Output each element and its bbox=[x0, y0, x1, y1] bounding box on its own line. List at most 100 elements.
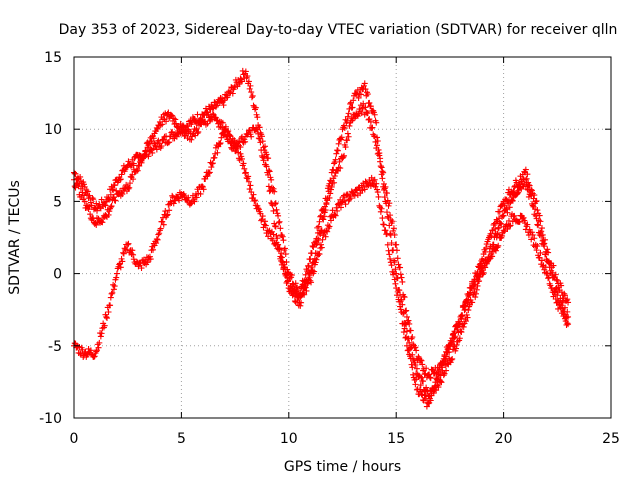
data-mark-interp bbox=[418, 357, 425, 364]
data-mark-interp bbox=[335, 140, 342, 147]
data-mark-interp bbox=[438, 379, 445, 386]
series-trace-a bbox=[71, 67, 572, 400]
data-mark-interp bbox=[129, 247, 136, 254]
data-mark-interp bbox=[209, 105, 216, 112]
data-mark-interp bbox=[464, 314, 471, 321]
data-mark-interp bbox=[529, 231, 536, 238]
data-mark-interp bbox=[138, 159, 145, 166]
data-mark-interp bbox=[323, 201, 330, 208]
data-mark-interp bbox=[270, 185, 277, 192]
data-mark-interp bbox=[98, 330, 105, 337]
data-mark-interp bbox=[118, 171, 125, 178]
data-mark-interp bbox=[331, 179, 338, 186]
data-mark-interp bbox=[394, 255, 401, 262]
data-mark-interp bbox=[551, 291, 558, 298]
data-mark-interp bbox=[479, 257, 486, 264]
data-mark-interp bbox=[385, 202, 392, 209]
data-mark-interp bbox=[119, 258, 126, 265]
data-mark-interp bbox=[355, 94, 362, 101]
x-tick-label: 0 bbox=[70, 431, 79, 447]
data-mark-interp bbox=[380, 180, 387, 187]
data-mark-interp bbox=[245, 127, 252, 134]
data-mark-interp bbox=[250, 191, 257, 198]
data-point bbox=[103, 313, 110, 320]
data-mark-interp bbox=[150, 135, 157, 142]
data-mark-interp bbox=[474, 270, 481, 277]
data-mark-interp bbox=[209, 160, 216, 167]
data-mark-interp bbox=[93, 348, 100, 355]
data-mark-interp bbox=[395, 261, 402, 268]
data-mark-interp bbox=[550, 262, 557, 269]
data-mark-interp bbox=[193, 125, 200, 132]
data-mark-interp bbox=[564, 320, 571, 327]
data-mark-interp bbox=[326, 194, 333, 201]
data-mark-interp bbox=[251, 198, 258, 205]
data-mark-interp bbox=[472, 290, 479, 297]
data-mark-interp bbox=[321, 209, 328, 216]
data-mark-interp bbox=[145, 142, 152, 149]
data-mark-interp bbox=[552, 295, 559, 302]
data-mark-interp bbox=[434, 376, 441, 383]
data-mark-interp bbox=[110, 281, 117, 288]
data-mark-interp bbox=[385, 247, 392, 254]
data-mark-interp bbox=[373, 145, 380, 152]
data-mark-interp bbox=[346, 122, 353, 129]
data-mark-interp bbox=[448, 356, 455, 363]
data-mark-interp bbox=[268, 176, 275, 183]
data-mark-interp bbox=[274, 210, 281, 217]
data-mark-interp bbox=[501, 228, 508, 235]
data-mark-interp bbox=[220, 102, 227, 109]
data-mark-interp bbox=[337, 135, 344, 142]
data-mark-interp bbox=[261, 153, 268, 160]
data-mark-interp bbox=[341, 197, 348, 204]
data-mark-interp bbox=[172, 116, 179, 123]
data-mark-interp bbox=[544, 246, 551, 253]
data-mark-interp bbox=[387, 255, 394, 262]
data-mark-interp bbox=[417, 382, 424, 389]
data-mark-interp bbox=[120, 249, 127, 256]
data-mark-interp bbox=[246, 85, 253, 92]
data-mark-interp bbox=[318, 244, 325, 251]
series-trace-c bbox=[71, 100, 572, 382]
data-mark-interp bbox=[267, 187, 274, 194]
data-mark-interp bbox=[138, 265, 145, 272]
data-mark-interp bbox=[501, 202, 508, 209]
data-mark-interp bbox=[126, 184, 133, 191]
data-mark-interp bbox=[163, 212, 170, 219]
data-mark-interp bbox=[378, 205, 385, 212]
data-mark-interp bbox=[397, 271, 404, 278]
data-mark-interp bbox=[79, 189, 86, 196]
data-mark-interp bbox=[229, 138, 236, 145]
data-mark-interp bbox=[193, 194, 200, 201]
data-mark-interp bbox=[377, 163, 384, 170]
data-mark-interp bbox=[534, 221, 541, 228]
data-point bbox=[511, 212, 518, 219]
data-mark-interp bbox=[401, 294, 408, 301]
data-mark-interp bbox=[514, 190, 521, 197]
data-mark-interp bbox=[272, 223, 279, 230]
data-mark-interp bbox=[181, 192, 188, 199]
data-mark-interp bbox=[219, 119, 226, 126]
data-mark-interp bbox=[87, 199, 94, 206]
data-mark-interp bbox=[420, 378, 427, 385]
data-mark-interp bbox=[409, 364, 416, 371]
data-mark-interp bbox=[284, 274, 291, 281]
data-mark-interp bbox=[125, 158, 132, 165]
data-mark-interp bbox=[265, 233, 272, 240]
data-mark-interp bbox=[387, 259, 394, 266]
data-mark-interp bbox=[345, 133, 352, 140]
data-mark-interp bbox=[347, 195, 354, 202]
data-mark-interp bbox=[503, 205, 510, 212]
data-mark-interp bbox=[80, 192, 87, 199]
data-mark-interp bbox=[288, 272, 295, 279]
data-mark-interp bbox=[327, 190, 334, 197]
data-mark-interp bbox=[256, 135, 263, 142]
data-point bbox=[242, 169, 249, 176]
data-mark-interp bbox=[451, 334, 458, 341]
data-mark-interp bbox=[235, 81, 242, 88]
data-mark-interp bbox=[344, 137, 351, 144]
data-mark-interp bbox=[84, 188, 91, 195]
data-mark-interp bbox=[315, 223, 322, 230]
data-mark-interp bbox=[312, 259, 319, 266]
data-mark-interp bbox=[407, 355, 414, 362]
